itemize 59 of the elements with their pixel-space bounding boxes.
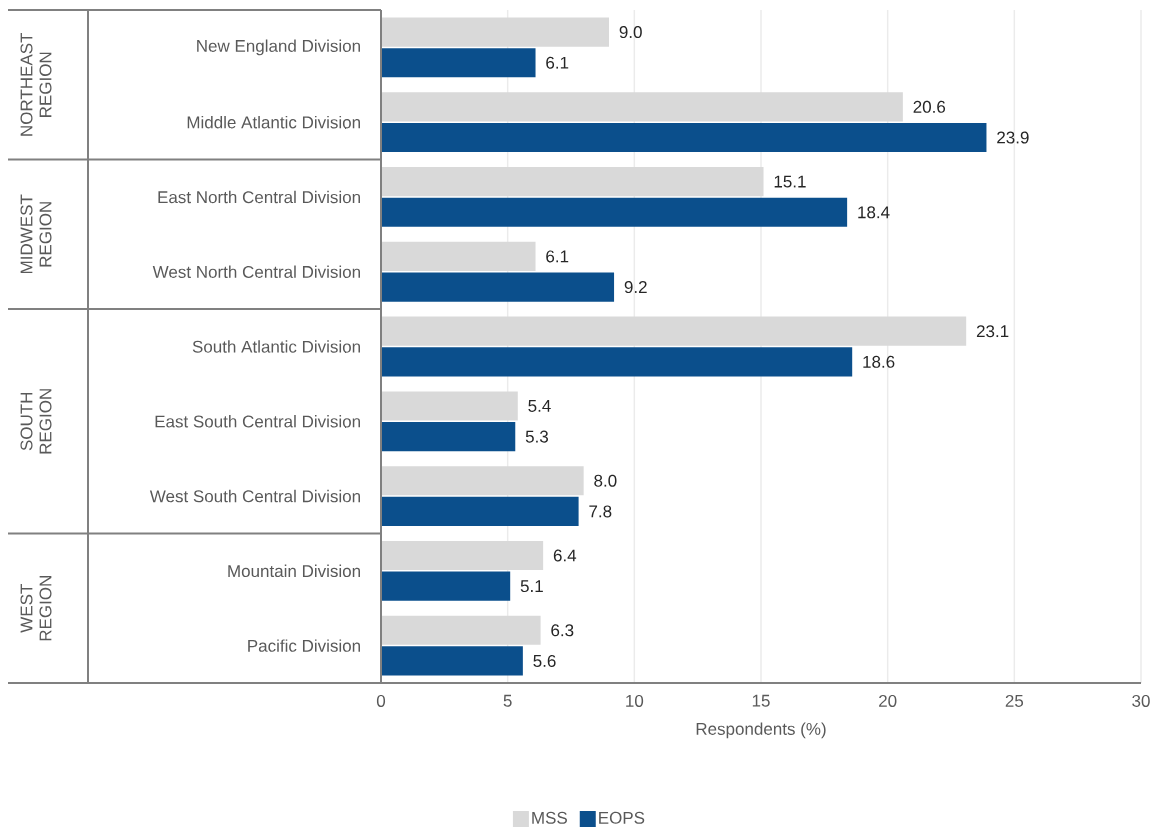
bar bbox=[381, 122, 987, 153]
data-label: 15.1 bbox=[774, 175, 806, 188]
bar bbox=[381, 422, 516, 452]
bar bbox=[381, 272, 615, 302]
bar bbox=[381, 571, 511, 601]
bar bbox=[381, 347, 853, 377]
legend-label: EOPS bbox=[599, 811, 645, 824]
y-tick-label: East South Central Division bbox=[155, 415, 360, 428]
data-label: 6.3 bbox=[551, 624, 574, 637]
data-label: 6.1 bbox=[546, 56, 569, 69]
x-tick-label: 10 bbox=[626, 694, 644, 707]
data-label: 18.4 bbox=[858, 206, 890, 219]
text: NORTHEAST REGION bbox=[20, 32, 52, 136]
text: MIDWEST REGION bbox=[20, 194, 52, 274]
bar bbox=[381, 646, 523, 676]
y-tick-label: West North Central Division bbox=[152, 265, 360, 278]
text: SOUTH REGION bbox=[20, 389, 52, 454]
y-tick-label: Pacific Division bbox=[248, 639, 360, 652]
x-tick-label: 5 bbox=[503, 694, 512, 707]
bar bbox=[381, 466, 584, 496]
text: WEST REGION bbox=[20, 576, 52, 641]
data-label: 23.1 bbox=[976, 325, 1009, 338]
data-label: 23.9 bbox=[997, 131, 1029, 144]
bar bbox=[381, 92, 903, 122]
bar bbox=[381, 48, 536, 78]
data-label: 5.3 bbox=[525, 430, 549, 443]
bar bbox=[381, 540, 544, 571]
bar bbox=[381, 496, 579, 526]
bar bbox=[381, 391, 518, 421]
y-tick-label: Middle Atlantic Division bbox=[187, 115, 360, 129]
data-label: 9.2 bbox=[624, 281, 647, 294]
y-tick-label: East North Central Division bbox=[158, 190, 360, 204]
bar bbox=[381, 167, 764, 197]
y-tick-label: Mountain Division bbox=[228, 564, 360, 578]
data-label: 20.6 bbox=[913, 100, 946, 113]
data-label: 6.4 bbox=[553, 549, 577, 562]
x-tick-label: 25 bbox=[1005, 694, 1024, 707]
data-label: 8.0 bbox=[594, 474, 617, 487]
bar bbox=[381, 241, 536, 271]
legend-label: MSS bbox=[532, 811, 567, 824]
data-label: 6.1 bbox=[546, 250, 569, 263]
bar bbox=[381, 316, 967, 346]
data-label: 5.6 bbox=[533, 654, 556, 667]
bar bbox=[381, 197, 848, 227]
x-tick-label: 15 bbox=[752, 694, 770, 707]
data-label: 9.0 bbox=[619, 26, 642, 39]
x-tick-label: 30 bbox=[1132, 694, 1150, 707]
y-tick-label: South Atlantic Division bbox=[192, 340, 360, 353]
x-axis-title: Respondents (%) bbox=[696, 722, 826, 739]
y-tick-label: West South Central Division bbox=[149, 489, 360, 503]
bar bbox=[381, 17, 609, 47]
data-label: 7.8 bbox=[589, 505, 612, 518]
data-label: 5.1 bbox=[520, 580, 543, 593]
data-label: 5.4 bbox=[528, 400, 551, 412]
x-tick-label: 20 bbox=[879, 694, 897, 707]
data-label: 18.6 bbox=[863, 355, 895, 368]
x-tick-label: 0 bbox=[376, 694, 386, 707]
bar bbox=[381, 615, 541, 645]
y-tick-label: New England Division bbox=[197, 39, 360, 56]
